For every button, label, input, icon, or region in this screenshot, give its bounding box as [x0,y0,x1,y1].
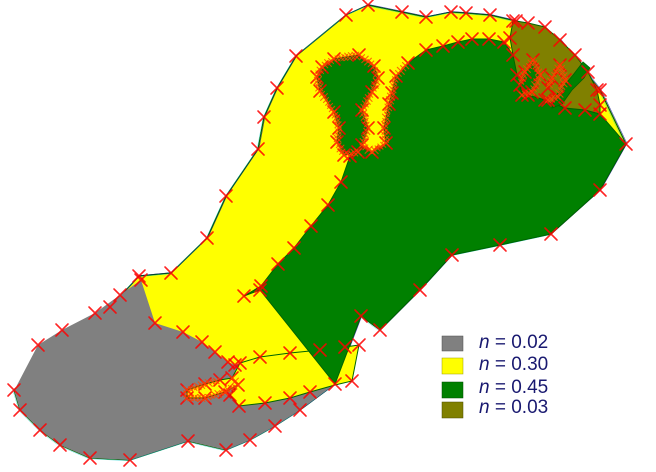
svg-text:n = 0.45: n = 0.45 [479,377,548,398]
svg-text:n = 0.02: n = 0.02 [479,332,548,353]
svg-text:n = 0.03: n = 0.03 [479,397,548,418]
svg-text:n = 0.30: n = 0.30 [479,354,548,375]
